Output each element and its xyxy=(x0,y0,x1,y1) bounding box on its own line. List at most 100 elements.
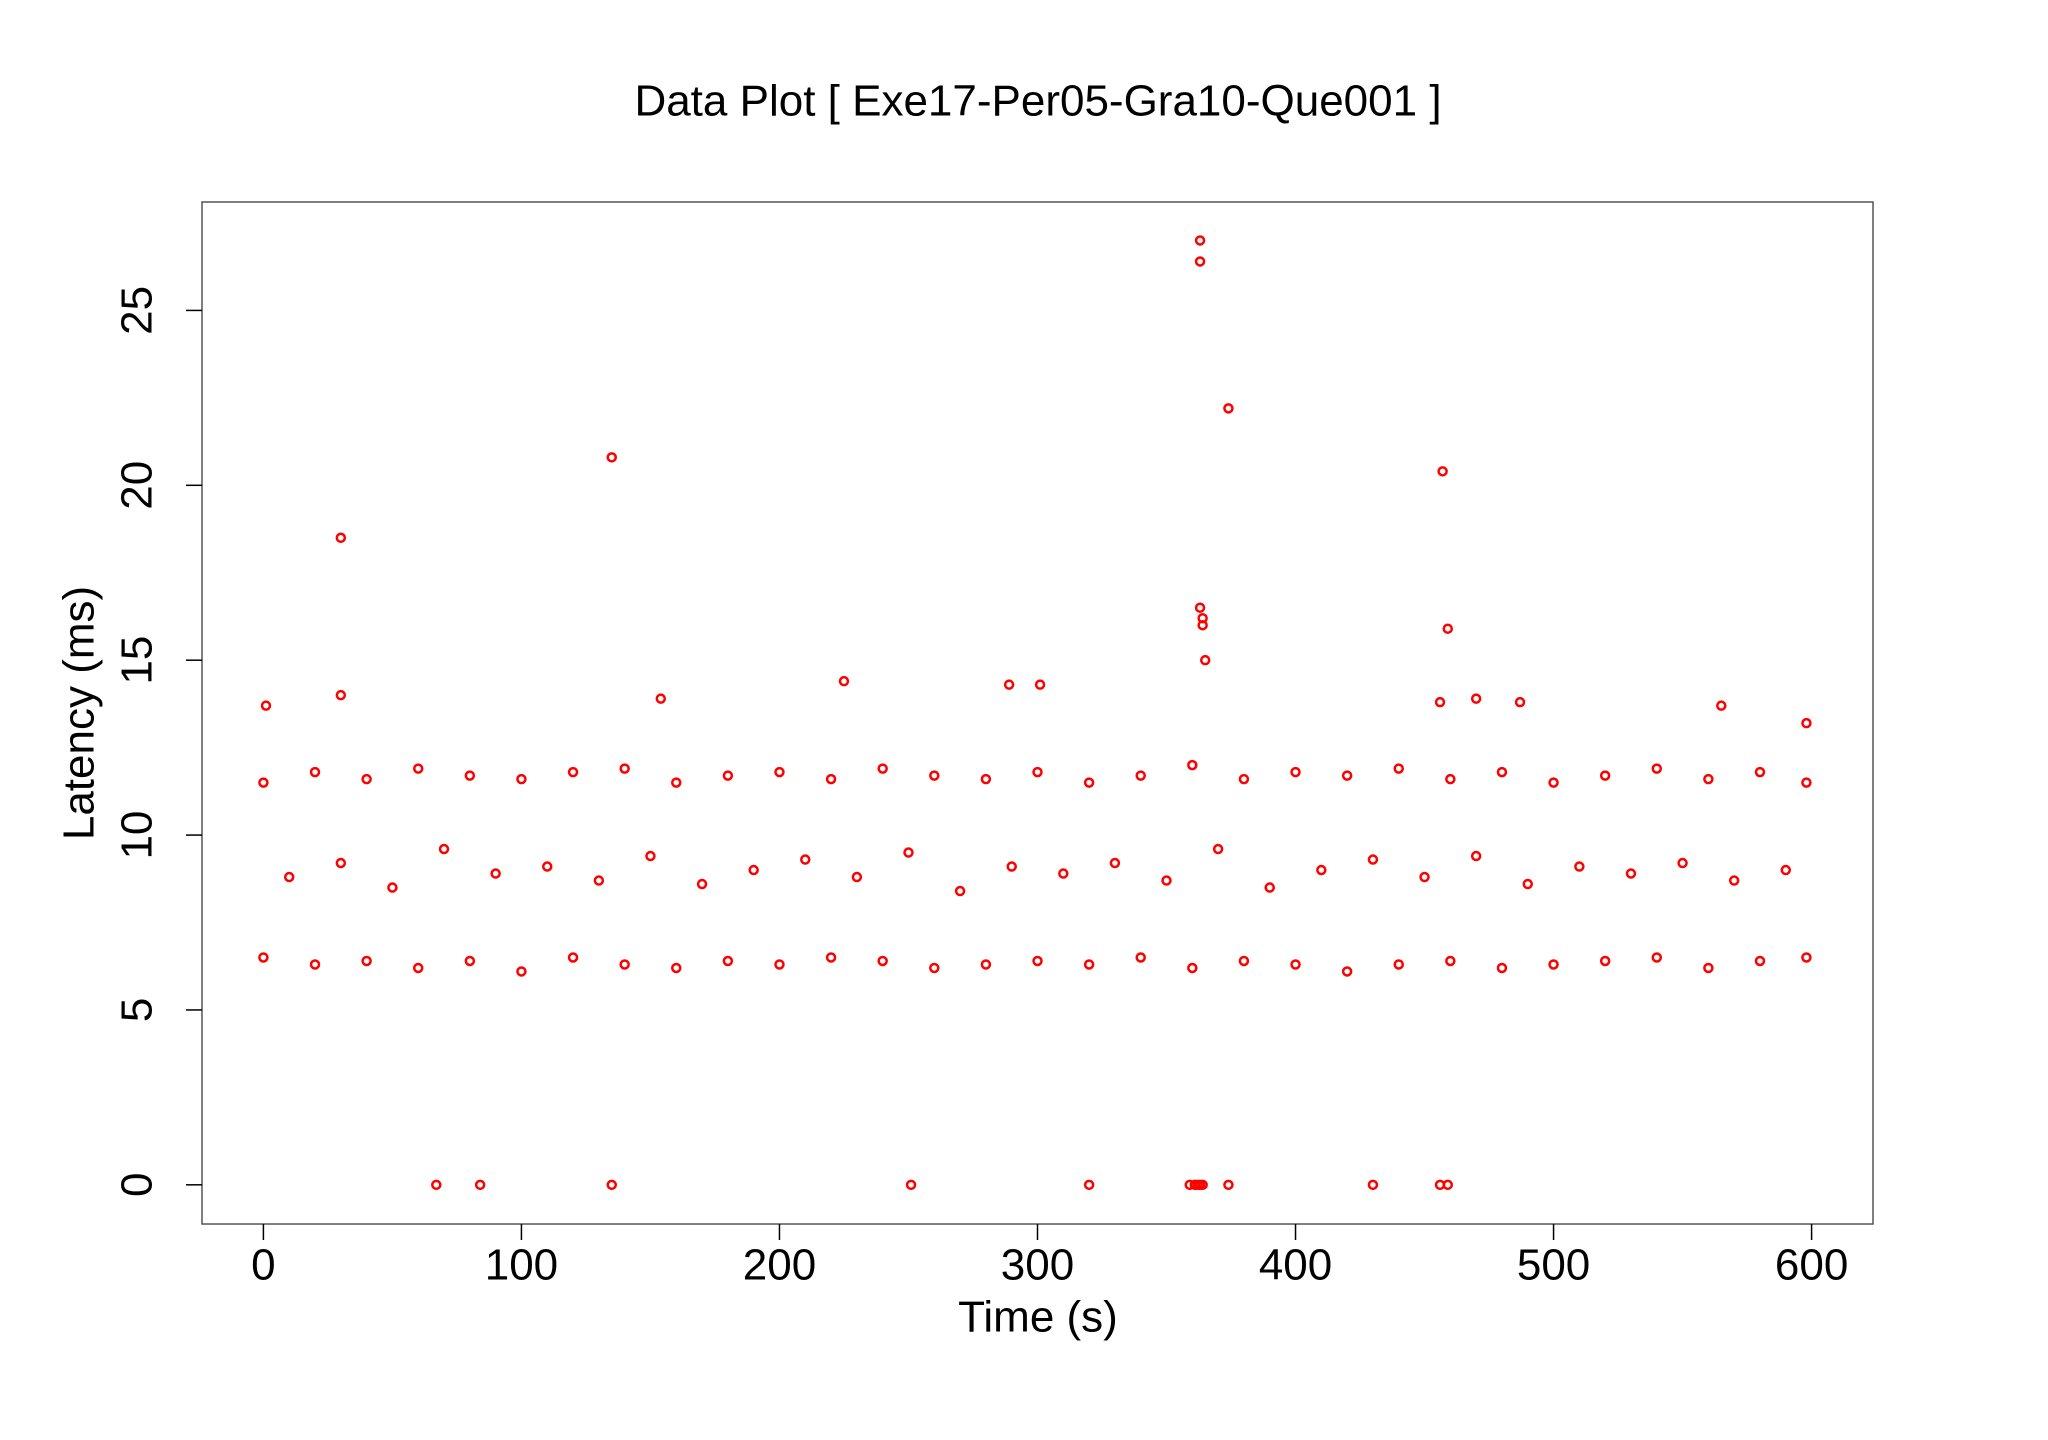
point xyxy=(1083,1179,1095,1191)
point xyxy=(606,1179,618,1191)
point xyxy=(1651,952,1663,963)
point xyxy=(1470,850,1482,862)
point xyxy=(1187,759,1198,771)
point xyxy=(748,864,759,876)
point xyxy=(1290,766,1301,778)
point xyxy=(258,777,269,788)
point xyxy=(1367,1179,1379,1191)
y-tick-label: 0 xyxy=(113,1173,162,1197)
point xyxy=(1290,959,1301,970)
point xyxy=(1212,843,1224,855)
point xyxy=(825,952,837,963)
point xyxy=(1470,693,1482,704)
point xyxy=(1003,679,1015,690)
point xyxy=(980,959,992,970)
point xyxy=(655,693,667,704)
point xyxy=(474,1179,486,1191)
point xyxy=(722,955,734,967)
point xyxy=(774,766,785,778)
point xyxy=(1801,717,1812,729)
x-tick-label: 0 xyxy=(251,1241,275,1290)
point xyxy=(1548,777,1559,788)
point xyxy=(1754,955,1766,967)
y-axis-label: Latency (ms) xyxy=(55,586,104,840)
point xyxy=(567,952,579,963)
point xyxy=(1135,952,1146,963)
point xyxy=(593,875,605,886)
point xyxy=(838,675,850,687)
point xyxy=(1419,871,1430,883)
point xyxy=(619,763,630,774)
point xyxy=(1058,868,1069,879)
point xyxy=(260,700,272,711)
point xyxy=(1437,466,1448,477)
point xyxy=(1703,773,1714,785)
point xyxy=(1801,777,1812,788)
point xyxy=(1083,959,1095,970)
x-tick-label: 300 xyxy=(1001,1241,1074,1290)
point xyxy=(335,689,347,701)
point xyxy=(361,955,372,967)
point xyxy=(1599,770,1611,781)
x-tick-label: 100 xyxy=(485,1241,558,1290)
point xyxy=(516,773,527,785)
point xyxy=(1032,955,1043,967)
point xyxy=(1197,1179,1208,1191)
point xyxy=(825,773,837,785)
point xyxy=(1032,766,1043,778)
point xyxy=(283,871,295,883)
point xyxy=(464,955,476,967)
point xyxy=(1083,777,1095,788)
point xyxy=(1754,766,1766,778)
point xyxy=(309,959,321,970)
point xyxy=(1651,763,1663,774)
point xyxy=(361,773,372,785)
point xyxy=(980,773,992,785)
point xyxy=(774,959,785,970)
point xyxy=(1223,403,1234,414)
point xyxy=(1522,878,1534,890)
point xyxy=(1238,773,1250,785)
point xyxy=(1223,1179,1234,1191)
point xyxy=(1194,235,1206,246)
point xyxy=(1801,952,1812,963)
point xyxy=(619,959,630,970)
point xyxy=(1194,602,1206,613)
point xyxy=(1197,619,1208,631)
x-tick-label: 400 xyxy=(1259,1241,1332,1290)
y-tick-label: 10 xyxy=(113,811,162,860)
point xyxy=(1599,955,1611,967)
y-tick-label: 25 xyxy=(113,286,162,335)
point xyxy=(1367,854,1379,865)
point xyxy=(1316,864,1327,876)
point xyxy=(1434,696,1446,708)
chart-title: Data Plot [ Exe17-Per05-Gra10-Que001 ] xyxy=(634,77,1441,126)
point xyxy=(696,878,708,890)
point xyxy=(1780,864,1792,876)
point xyxy=(1625,868,1637,879)
point xyxy=(1445,773,1456,785)
point xyxy=(1341,966,1353,977)
point xyxy=(1238,955,1250,967)
plot-frame xyxy=(201,201,1874,1225)
point xyxy=(1514,696,1526,708)
x-tick-label: 200 xyxy=(743,1241,816,1290)
point xyxy=(954,885,966,897)
point xyxy=(1187,962,1198,974)
y-tick-label: 15 xyxy=(113,636,162,685)
point xyxy=(1194,256,1206,267)
y-tick-label: 20 xyxy=(113,461,162,510)
point xyxy=(1006,861,1017,872)
point xyxy=(387,882,398,893)
x-tick-label: 500 xyxy=(1517,1241,1590,1290)
point xyxy=(671,777,682,788)
point xyxy=(1135,770,1146,781)
point xyxy=(309,766,321,778)
point xyxy=(1442,1179,1454,1191)
point xyxy=(464,770,476,781)
point xyxy=(1496,962,1508,974)
y-tick-label: 5 xyxy=(113,998,162,1022)
point xyxy=(722,770,734,781)
point xyxy=(1199,654,1211,666)
